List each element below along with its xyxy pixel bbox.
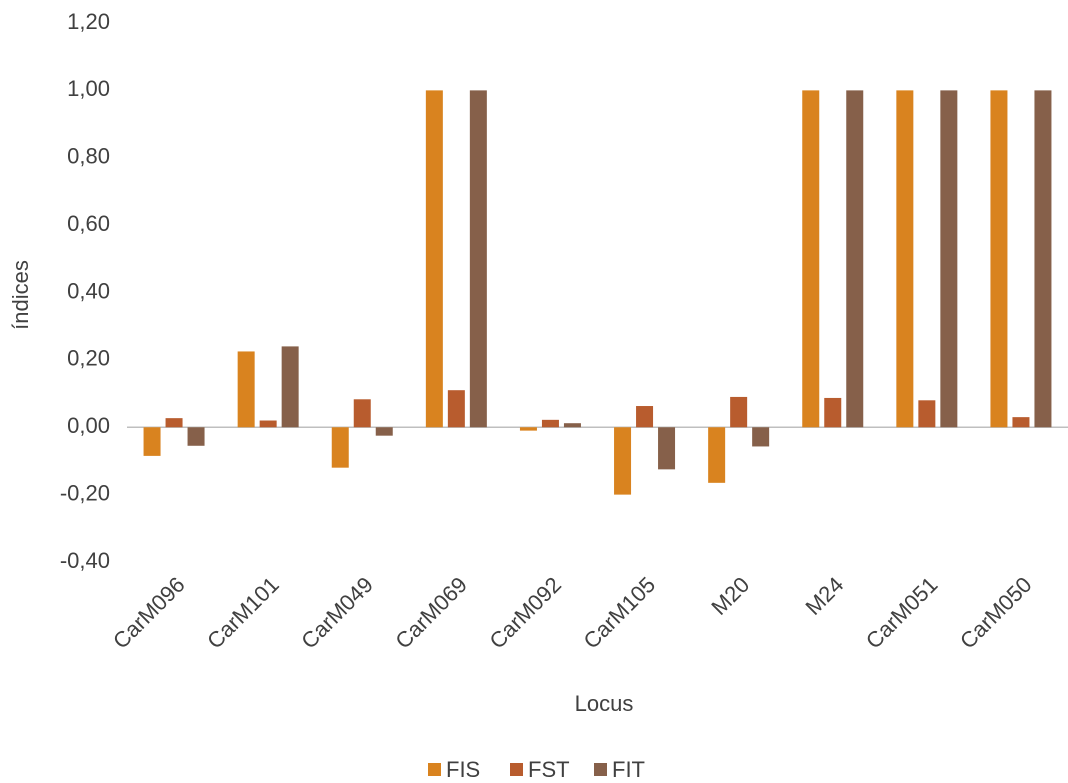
bar [165, 418, 183, 428]
x-tick-label: CarM096 [108, 572, 190, 654]
legend-label: FIT [612, 757, 645, 782]
x-tick-label: M20 [706, 572, 754, 620]
bar [447, 390, 465, 428]
x-tick-label: M24 [800, 572, 848, 620]
bar [187, 427, 205, 446]
bar [563, 423, 581, 428]
x-tick-label: CarM069 [390, 572, 472, 654]
x-tick-label: CarM049 [296, 572, 378, 654]
bar [425, 90, 443, 428]
x-tick-label: CarM105 [579, 572, 661, 654]
x-axis-title: Locus [575, 691, 634, 716]
bar [353, 399, 371, 428]
bar [541, 419, 559, 428]
bar [1012, 417, 1030, 428]
bar [896, 90, 914, 428]
y-tick-label: -0,20 [60, 480, 110, 505]
bar [1034, 90, 1052, 428]
y-tick-label: 0,80 [67, 144, 110, 169]
bar [940, 90, 958, 428]
y-tick-label: 0,20 [67, 346, 110, 371]
bar [614, 427, 632, 495]
x-tick-label: CarM050 [955, 572, 1037, 654]
bar [636, 406, 654, 428]
y-tick-label: 1,20 [67, 9, 110, 34]
bar [824, 397, 842, 428]
y-tick-label: 0,00 [67, 413, 110, 438]
bar [802, 90, 820, 428]
legend-swatch [510, 763, 523, 776]
bar [752, 427, 770, 447]
y-axis-title: índices [8, 260, 33, 330]
bar [990, 90, 1008, 428]
bar [708, 427, 726, 483]
bar [375, 427, 393, 436]
bar [658, 427, 676, 470]
x-tick-label: CarM092 [484, 572, 566, 654]
x-tick-label: CarM101 [202, 572, 284, 654]
legend-label: FST [528, 757, 570, 782]
bar [730, 396, 748, 428]
y-tick-label: 0,40 [67, 278, 110, 303]
bar [237, 351, 255, 428]
y-tick-label: 0,60 [67, 211, 110, 236]
legend-swatch [594, 763, 607, 776]
bar [281, 346, 299, 428]
bar [469, 90, 487, 428]
y-tick-label: -0,40 [60, 548, 110, 573]
bar [143, 427, 161, 456]
legend-swatch [428, 763, 441, 776]
bar [918, 400, 936, 428]
bar [519, 427, 537, 431]
y-tick-label: 1,00 [67, 76, 110, 101]
legend-label: FIS [446, 757, 480, 782]
x-tick-label: CarM051 [861, 572, 943, 654]
bar [846, 90, 864, 428]
bar [331, 427, 349, 468]
bar [259, 420, 277, 428]
